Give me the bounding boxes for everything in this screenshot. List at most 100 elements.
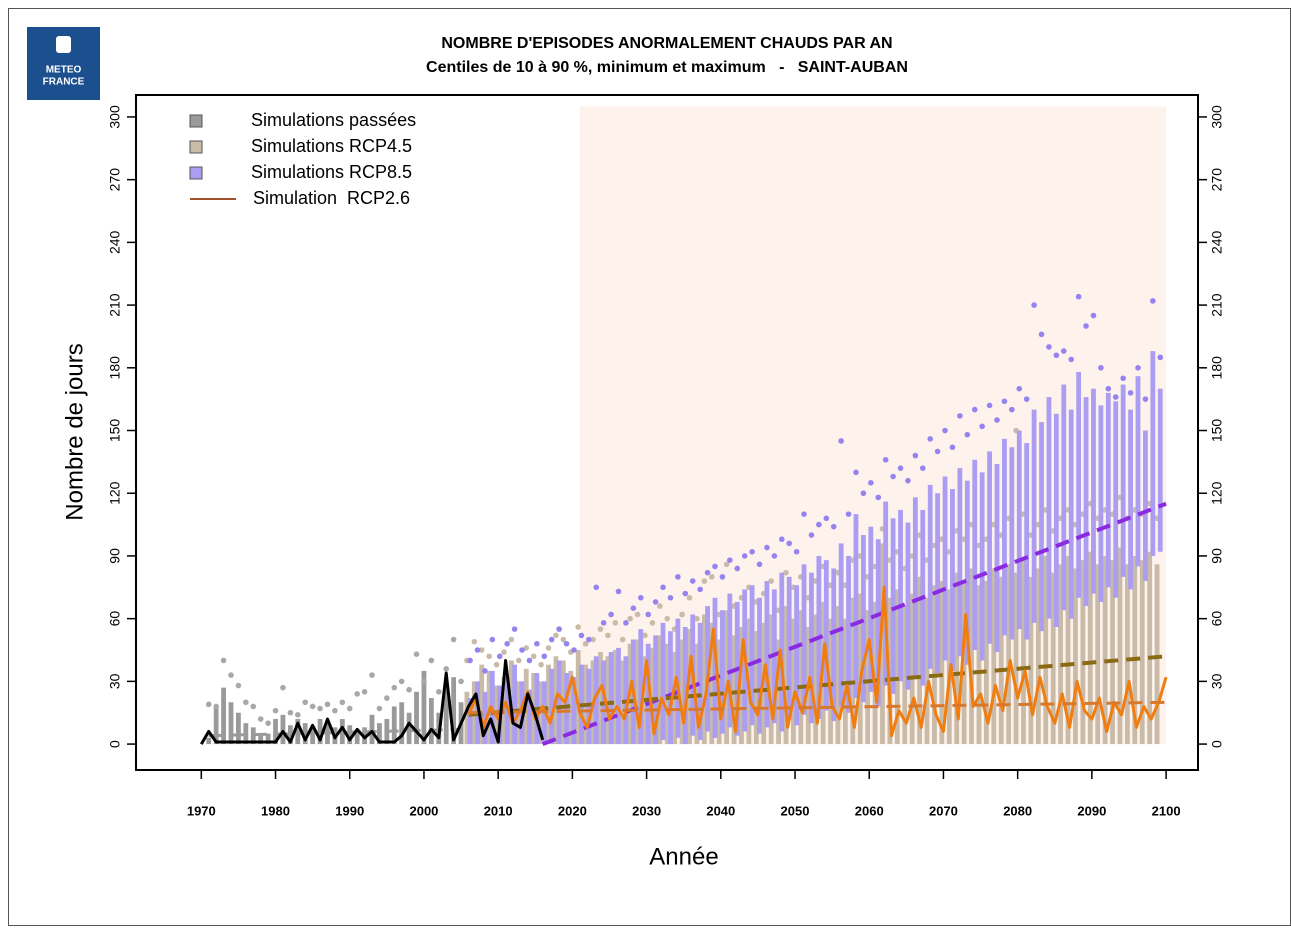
percentile-bar: [377, 723, 382, 745]
max-point: [467, 657, 473, 664]
max-point: [428, 657, 435, 664]
max-point: [593, 584, 600, 591]
max-point: [645, 611, 651, 618]
percentile-bar: [838, 543, 844, 707]
percentile-bar: [809, 572, 814, 724]
max-point: [504, 640, 510, 647]
percentile-bar: [727, 593, 733, 728]
max-point: [1016, 385, 1023, 392]
percentile-bar: [957, 468, 963, 657]
percentile-bar: [679, 639, 685, 745]
percentile-bar: [568, 670, 574, 745]
legend-swatch: [189, 114, 203, 128]
percentile-bar: [701, 614, 707, 745]
trend-line: [541, 501, 1167, 746]
max-point: [764, 544, 770, 551]
x-axis-label: Année: [649, 843, 718, 870]
percentile-bar: [1065, 555, 1071, 745]
max-point: [741, 553, 748, 559]
max-point: [964, 431, 971, 438]
max-point: [686, 594, 693, 601]
percentile-bar: [593, 656, 599, 745]
percentile-bar: [1016, 430, 1022, 630]
percentile-bar: [697, 622, 703, 740]
max-point: [272, 707, 279, 714]
max-point: [1046, 344, 1052, 350]
percentile-bar: [857, 593, 863, 745]
trend-line: [208, 727, 462, 738]
percentile-bar: [1053, 413, 1059, 628]
max-point: [1135, 365, 1141, 371]
percentile-bar: [421, 670, 427, 745]
percentile-bar: [1132, 555, 1138, 745]
percentile-bar: [846, 555, 851, 713]
max-point: [317, 705, 323, 712]
percentile-bar: [924, 597, 930, 745]
legend-label: Simulations RCP4.5: [251, 136, 412, 156]
percentile-bar: [1091, 388, 1096, 594]
max-point: [435, 689, 442, 695]
max-point: [478, 647, 485, 653]
x-tick-label: 1980: [261, 803, 290, 818]
max-point: [489, 636, 496, 643]
percentile-bar: [464, 691, 470, 745]
max-point: [801, 511, 807, 517]
y-tick-label: 120: [107, 481, 123, 505]
percentile-bar: [512, 664, 518, 745]
percentile-bar: [243, 723, 249, 745]
percentile-bar: [720, 610, 725, 734]
max-point: [541, 653, 548, 660]
percentile-bar: [791, 618, 796, 745]
x-tick-label: 2100: [1152, 803, 1181, 818]
x-tick-label: 2030: [632, 803, 661, 818]
max-point: [1068, 356, 1075, 363]
max-point: [1127, 390, 1134, 396]
percentile-bar: [575, 650, 581, 745]
max-point: [667, 594, 674, 601]
max-point: [235, 682, 242, 689]
percentile-bar: [1120, 384, 1126, 577]
max-point: [875, 494, 882, 501]
band-series: [205, 636, 464, 745]
percentile-bar: [739, 627, 744, 745]
x-tick-label: 2060: [855, 803, 884, 818]
max-point: [986, 402, 993, 409]
percentile-bar: [783, 606, 789, 745]
percentile-bar: [983, 581, 989, 745]
legend-label: Simulations passées: [251, 110, 416, 130]
max-point: [354, 691, 360, 697]
percentile-bar: [976, 585, 982, 745]
y2-tick-label: 120: [1209, 481, 1225, 505]
max-point: [361, 689, 368, 695]
percentile-bar: [657, 635, 663, 745]
max-point: [398, 678, 405, 685]
percentile-bar: [1024, 443, 1030, 640]
max-point: [523, 645, 530, 651]
max-point: [346, 705, 353, 712]
percentile-bar: [942, 476, 948, 661]
max-point: [578, 632, 585, 639]
max-point: [652, 599, 659, 605]
percentile-bar: [912, 497, 918, 678]
percentile-bar: [571, 677, 577, 745]
max-point: [619, 636, 626, 643]
max-point: [1038, 331, 1045, 338]
percentile-bar: [998, 576, 1004, 745]
max-point: [1001, 398, 1008, 405]
max-point: [530, 653, 537, 660]
max-point: [1098, 365, 1104, 371]
y2-tick-label: 180: [1209, 356, 1225, 380]
percentile-bar: [1095, 564, 1101, 745]
max-point: [615, 588, 622, 595]
plot-frame: [135, 94, 1199, 771]
percentile-bar: [213, 706, 219, 745]
percentile-bar: [428, 698, 434, 745]
percentile-bar: [1009, 447, 1015, 640]
y-tick-label: 270: [107, 168, 123, 192]
percentile-bar: [865, 610, 871, 745]
percentile-bar: [467, 698, 473, 745]
max-point: [1112, 394, 1119, 400]
max-point: [493, 661, 500, 668]
percentile-bar: [764, 581, 770, 728]
